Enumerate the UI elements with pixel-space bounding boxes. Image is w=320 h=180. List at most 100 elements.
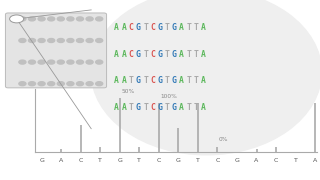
Circle shape [86,60,93,64]
Text: A: A [179,50,184,59]
Text: C: C [150,22,155,32]
Text: A: A [122,76,126,86]
Text: G: G [172,22,177,32]
Text: G: G [157,76,163,86]
Text: A: A [114,103,119,112]
Ellipse shape [91,0,320,155]
Text: T: T [165,103,170,112]
Text: A: A [114,50,119,59]
Circle shape [28,39,36,42]
Text: A: A [179,103,184,112]
Text: T: T [98,158,102,163]
Text: G: G [136,76,141,86]
Text: T: T [165,50,170,59]
Circle shape [28,17,36,21]
Circle shape [76,60,84,64]
Circle shape [76,17,84,21]
Circle shape [48,60,55,64]
Text: G: G [157,103,163,112]
Text: T: T [194,76,198,86]
Circle shape [86,82,93,86]
Circle shape [19,82,26,86]
Text: A: A [122,22,126,32]
Text: A: A [201,76,206,86]
Text: A: A [59,158,63,163]
Text: G: G [136,103,141,112]
Text: T: T [129,76,134,86]
Circle shape [96,17,103,21]
Text: G: G [136,50,141,59]
Text: G: G [172,103,177,112]
Circle shape [19,39,26,42]
Text: T: T [129,103,134,112]
Circle shape [19,60,26,64]
Text: T: T [196,158,200,163]
Text: A: A [201,103,206,112]
Circle shape [67,39,74,42]
Circle shape [67,60,74,64]
Text: C: C [215,158,220,163]
Text: C: C [129,50,134,59]
Text: G: G [235,158,239,163]
Text: T: T [194,22,198,32]
Text: A: A [114,76,119,86]
Circle shape [38,17,45,21]
Text: C: C [129,22,134,32]
Text: T: T [186,22,191,32]
Text: C: C [150,50,155,59]
Text: G: G [39,158,44,163]
Circle shape [48,17,55,21]
Circle shape [28,82,36,86]
Circle shape [96,39,103,42]
Text: A: A [254,158,259,163]
Text: T: T [294,158,298,163]
Text: T: T [137,158,141,163]
Text: A: A [122,103,126,112]
Text: G: G [117,158,122,163]
Text: C: C [78,158,83,163]
Text: T: T [194,50,198,59]
Text: G: G [157,50,163,59]
Text: T: T [143,50,148,59]
Circle shape [57,82,64,86]
Text: A: A [201,50,206,59]
Text: A: A [179,76,184,86]
Text: T: T [165,76,170,86]
Text: G: G [172,50,177,59]
Circle shape [96,82,103,86]
Text: A: A [179,22,184,32]
Text: T: T [186,103,191,112]
Circle shape [19,17,26,21]
Text: G: G [172,76,177,86]
Circle shape [67,82,74,86]
Text: G: G [176,158,181,163]
Text: T: T [186,50,191,59]
Text: T: T [143,22,148,32]
Text: T: T [165,22,170,32]
Circle shape [57,17,64,21]
Text: C: C [150,103,155,112]
Circle shape [57,60,64,64]
Circle shape [10,15,24,23]
Text: T: T [143,103,148,112]
Circle shape [67,17,74,21]
Text: T: T [186,76,191,86]
Text: 0%: 0% [219,137,228,142]
Text: G: G [136,22,141,32]
Circle shape [38,60,45,64]
Circle shape [76,39,84,42]
Circle shape [86,39,93,42]
Text: A: A [313,158,317,163]
Circle shape [48,82,55,86]
Text: 100%: 100% [160,94,177,99]
Text: A: A [114,22,119,32]
Text: 50%: 50% [121,89,135,94]
Circle shape [48,39,55,42]
Circle shape [57,39,64,42]
Circle shape [38,82,45,86]
Text: T: T [143,76,148,86]
Text: C: C [157,158,161,163]
Text: C: C [150,76,155,86]
Text: G: G [157,22,163,32]
Text: A: A [122,50,126,59]
